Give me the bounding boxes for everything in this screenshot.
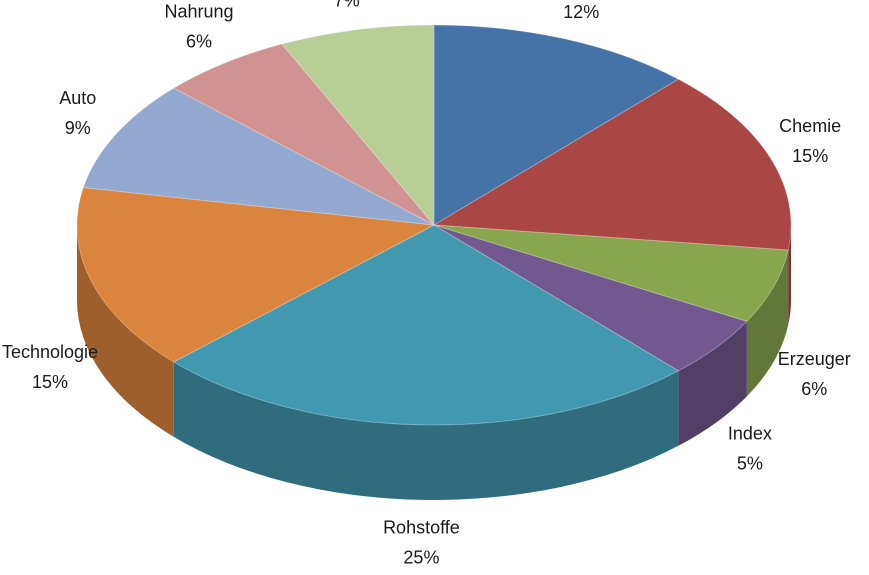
slice-value-label: 15% xyxy=(792,146,828,166)
slice-value-label: 25% xyxy=(403,548,439,568)
slice-value-label: 15% xyxy=(32,372,68,392)
slice xyxy=(172,43,435,226)
slice-side xyxy=(746,250,789,397)
slice-value-label: 6% xyxy=(801,379,827,399)
slice-value-label: 6% xyxy=(186,31,212,51)
slice-side xyxy=(678,321,747,446)
slice-label: Erzeuger xyxy=(778,349,851,369)
slice xyxy=(82,87,435,226)
slice xyxy=(433,24,680,226)
slice xyxy=(76,186,436,363)
slice-side xyxy=(173,361,679,501)
slice-value-label: 5% xyxy=(737,453,763,473)
slice-label: Index xyxy=(728,423,772,443)
slice xyxy=(433,224,748,372)
slice xyxy=(432,78,792,251)
slice xyxy=(172,224,680,426)
slice xyxy=(281,24,435,227)
slice-label: Rohstoffe xyxy=(383,518,460,538)
slice xyxy=(433,224,789,322)
slice-label: Nahrung xyxy=(164,1,233,21)
slice-value-label: 7% xyxy=(334,0,360,11)
slice-value-label: 9% xyxy=(65,118,91,138)
slice-side xyxy=(77,225,174,437)
slice-value-label: 12% xyxy=(563,2,599,22)
slice-side xyxy=(788,225,791,326)
slice-label: Auto xyxy=(59,88,96,108)
slice-label: Technologie xyxy=(2,342,98,362)
slice-label: Chemie xyxy=(779,116,841,136)
